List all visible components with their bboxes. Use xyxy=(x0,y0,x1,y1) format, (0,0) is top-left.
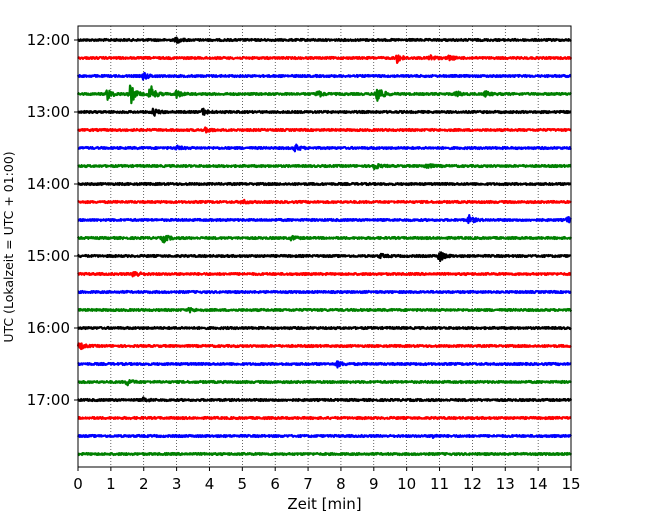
trace-line xyxy=(77,107,572,117)
x-tick-label: 15 xyxy=(561,475,580,493)
x-tick-label: 2 xyxy=(139,475,149,493)
trace-line xyxy=(77,415,572,421)
y-axis-label: UTC (Lokalzeit = UTC + 01:00) xyxy=(1,151,16,342)
y-tick-label: 15:00 xyxy=(27,247,70,265)
x-tick-label: 0 xyxy=(73,475,83,493)
trace-line xyxy=(77,306,573,314)
x-tick-label: 5 xyxy=(238,475,248,493)
traces xyxy=(76,36,573,457)
trace-line xyxy=(77,433,572,439)
y-tick-label: 13:00 xyxy=(27,103,70,121)
y-tick-label: 14:00 xyxy=(27,175,70,193)
trace-line xyxy=(77,360,572,369)
x-ticks: 0 1 2 3 4 5 6 7 8 9 10 11 12 13 14 15 xyxy=(73,467,581,493)
trace-line xyxy=(77,396,573,403)
trace-line xyxy=(77,451,573,457)
trace-line xyxy=(77,379,572,387)
x-tick-label: 11 xyxy=(430,475,449,493)
trace-line xyxy=(76,126,572,134)
x-axis-label: Zeit [min] xyxy=(287,495,361,513)
x-tick-label: 8 xyxy=(336,475,346,493)
y-tick-label: 17:00 xyxy=(27,391,70,409)
plot-frame xyxy=(77,25,572,468)
trace-line xyxy=(77,163,572,171)
trace-line xyxy=(77,251,572,263)
trace-line xyxy=(77,54,573,64)
trace-line xyxy=(76,234,573,244)
y-tick-label: 12:00 xyxy=(27,31,70,49)
trace-line xyxy=(77,198,572,205)
trace-line xyxy=(76,71,572,81)
x-tick-label: 14 xyxy=(529,475,548,493)
x-tick-label: 1 xyxy=(106,475,116,493)
x-tick-label: 4 xyxy=(205,475,215,493)
trace-line xyxy=(77,143,572,153)
trace-line xyxy=(76,342,572,351)
x-tick-label: 3 xyxy=(172,475,182,493)
x-tick-label: 10 xyxy=(397,475,416,493)
trace-line xyxy=(77,289,572,295)
x-tick-label: 12 xyxy=(463,475,482,493)
y-ticks: 12:00 13:00 14:00 15:00 16:00 17:00 xyxy=(27,31,78,409)
x-tick-label: 7 xyxy=(303,475,313,493)
trace-line xyxy=(77,181,572,187)
x-tick-label: 6 xyxy=(270,475,280,493)
trace-line xyxy=(77,325,572,331)
trace-line xyxy=(77,214,572,225)
x-tick-label: 9 xyxy=(369,475,379,493)
trace-line xyxy=(77,270,572,278)
trace-line xyxy=(77,36,572,44)
x-tick-label: 13 xyxy=(496,475,515,493)
trace-line xyxy=(76,84,572,105)
y-tick-label: 16:00 xyxy=(27,319,70,337)
